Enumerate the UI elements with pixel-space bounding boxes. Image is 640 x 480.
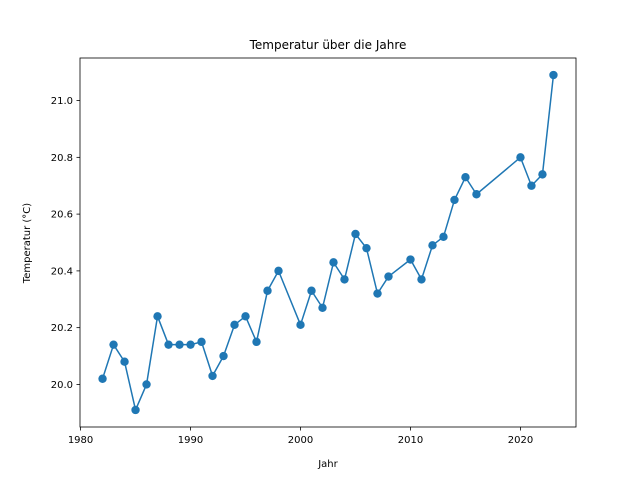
data-point xyxy=(164,340,173,349)
data-point xyxy=(175,340,184,349)
data-point xyxy=(241,312,250,321)
x-tick-label: 1980 xyxy=(68,435,93,446)
data-point xyxy=(274,266,283,276)
data-point xyxy=(428,241,437,250)
axes: 1980 1990 2000 2010 2020 20.0 20.2 20.4 20.6 20.8… xyxy=(51,57,577,446)
data-point xyxy=(538,170,547,179)
data-point xyxy=(153,312,162,321)
data-point xyxy=(296,320,305,330)
y-tick-label: 20.8 xyxy=(51,153,73,164)
y-tick-label: 21.0 xyxy=(51,96,73,107)
data-point xyxy=(208,371,217,381)
chart-title: Temperatur über die Jahre xyxy=(249,38,407,52)
x-tick-label: 1990 xyxy=(178,435,203,446)
y-tick-label: 20.4 xyxy=(51,266,73,277)
plot-area xyxy=(98,70,558,415)
data-point xyxy=(439,232,448,242)
axes-frame xyxy=(79,57,577,428)
x-tick-label: 2000 xyxy=(288,435,313,446)
data-point xyxy=(362,243,371,253)
x-tick-label: 2020 xyxy=(508,435,533,446)
data-point xyxy=(186,340,195,349)
data-point xyxy=(373,289,382,298)
y-tick-label: 20.6 xyxy=(51,210,73,221)
y-tick-label: 20.2 xyxy=(51,323,73,334)
x-tick-label: 2010 xyxy=(398,435,423,446)
data-point xyxy=(318,303,327,312)
data-point xyxy=(549,70,558,80)
data-point xyxy=(131,405,140,415)
data-point xyxy=(329,258,338,267)
data-point xyxy=(219,351,228,361)
data-point xyxy=(351,229,360,239)
data-point xyxy=(450,195,459,205)
data-point xyxy=(109,340,118,349)
data-point xyxy=(461,173,470,182)
data-point xyxy=(230,320,239,330)
data-point xyxy=(120,357,129,366)
data-point xyxy=(384,272,393,281)
data-point xyxy=(252,337,261,347)
data-point xyxy=(516,153,525,162)
data-point xyxy=(340,275,349,284)
y-axis-title: Temperatur (°C) xyxy=(22,203,33,284)
data-point xyxy=(197,337,206,347)
data-point xyxy=(307,286,316,295)
data-point xyxy=(527,181,536,190)
data-point xyxy=(142,380,151,389)
y-tick-label: 20.0 xyxy=(51,380,73,391)
data-point xyxy=(417,275,426,284)
data-point xyxy=(472,190,481,199)
data-point xyxy=(263,286,272,295)
data-point xyxy=(98,374,107,383)
data-point xyxy=(406,255,415,264)
x-axis-title: Jahr xyxy=(317,459,338,470)
